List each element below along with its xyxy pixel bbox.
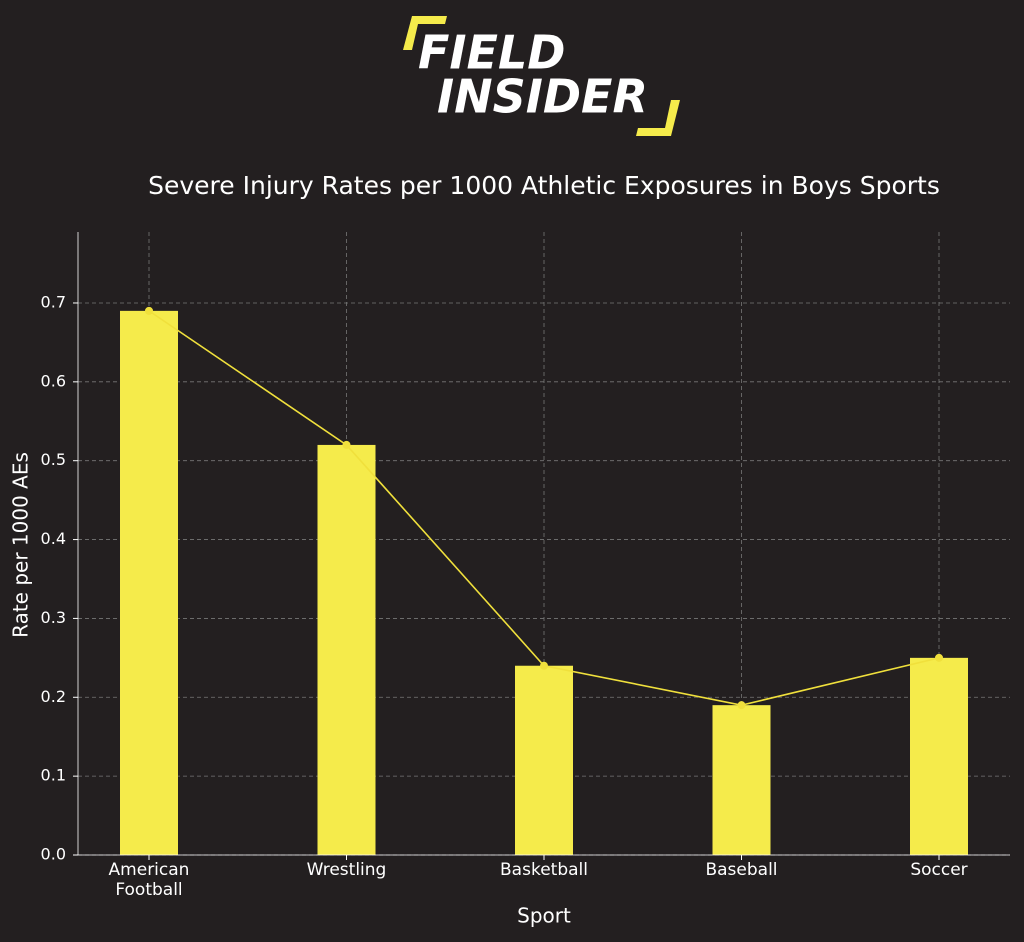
x-axis-label: Sport xyxy=(517,904,571,928)
y-tick-label: 0.7 xyxy=(41,292,66,311)
bar xyxy=(712,705,771,855)
y-tick-label: 0.5 xyxy=(41,450,66,469)
x-tick-label: American Football xyxy=(108,860,190,900)
y-tick-label: 0.3 xyxy=(41,608,66,627)
logo-bracket xyxy=(636,100,680,136)
line-point xyxy=(145,306,153,315)
y-tick-label: 0.4 xyxy=(41,529,66,548)
logo-text: INSIDER xyxy=(437,70,648,124)
bar xyxy=(910,657,968,855)
chart-title: Severe Injury Rates per 1000 Athletic Ex… xyxy=(148,171,940,200)
bar xyxy=(317,444,376,855)
bar xyxy=(515,665,573,855)
y-tick-label: 0.6 xyxy=(41,371,66,390)
y-tick-label: 0.1 xyxy=(41,766,66,785)
x-tick-label: Basketball xyxy=(500,860,588,880)
bar xyxy=(120,310,178,856)
y-tick-label: 0.2 xyxy=(41,687,66,706)
logo: FIELD INSIDER xyxy=(403,16,680,136)
line-point xyxy=(540,661,548,670)
logo-bracket xyxy=(403,16,447,50)
line-point xyxy=(935,653,943,662)
x-tick-label: Wrestling xyxy=(306,860,387,880)
y-tick-label: 0.0 xyxy=(41,845,66,864)
line-point xyxy=(737,701,746,710)
x-tick-label: Soccer xyxy=(910,860,968,880)
line-point xyxy=(342,440,351,449)
y-axis-label: Rate per 1000 AEs xyxy=(9,452,33,638)
logo-text: FIELD xyxy=(418,26,565,80)
x-tick-label: Baseball xyxy=(705,860,778,880)
